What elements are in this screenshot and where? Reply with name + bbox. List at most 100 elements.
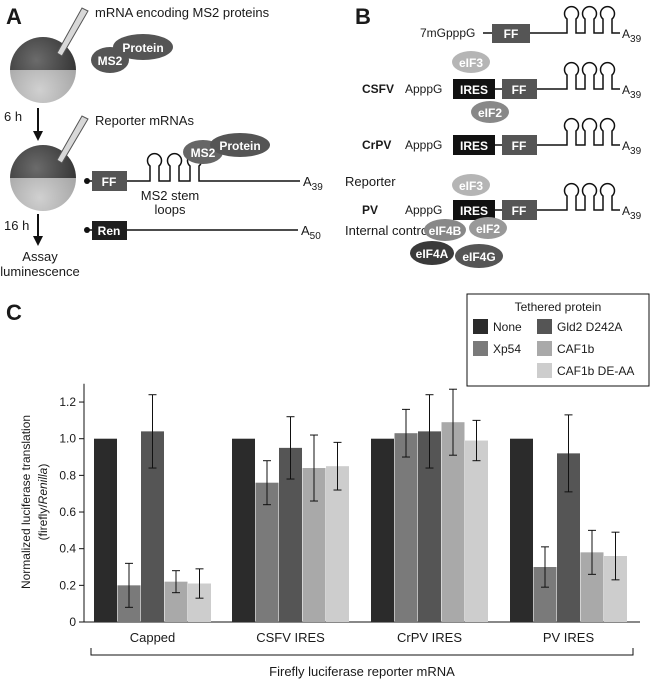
ren-label: Ren	[98, 224, 121, 238]
x-tick-label: PV IRES	[543, 630, 595, 645]
a50-label: A	[301, 223, 310, 238]
construct-pv: eIF3 PV ApppG IRES FF A39 eIF4B eIF2 eIF…	[362, 174, 642, 268]
panel-a: A mRNA encoding MS2 proteins Protein MS2…	[0, 4, 431, 279]
eif4g-label: eIF4G	[462, 250, 495, 264]
bar	[94, 438, 117, 622]
y-tick-label: 0	[69, 615, 76, 629]
y-tick-label: 1.0	[59, 432, 76, 446]
a39-label-csfv: A	[622, 83, 630, 97]
legend-swatch-caf1b	[537, 341, 552, 356]
assay-label-2: luminescence	[0, 264, 80, 279]
a39-sub-b1: 39	[630, 34, 642, 45]
protein-label: Protein	[122, 41, 163, 55]
eif2-label-csfv: eIF2	[478, 106, 502, 120]
x-tick-label: CSFV IRES	[256, 630, 325, 645]
eif3-label-csfv: eIF3	[459, 56, 483, 70]
internal-control-label: Internal control	[345, 223, 431, 238]
a50-sub: 50	[310, 231, 322, 242]
panel-c-label: C	[6, 300, 22, 325]
legend-label-caf1b: CAF1b	[557, 342, 595, 356]
time-16h-label: 16 h	[4, 218, 29, 233]
oocyte-2-icon	[10, 115, 89, 211]
bar	[604, 556, 627, 622]
y-axis-label-2c: )	[36, 464, 50, 468]
ff-label-pv: FF	[512, 204, 527, 218]
y-axis-label-1: Normalized luciferase translation	[19, 415, 33, 589]
appp-label-pv: ApppG	[405, 203, 442, 217]
bar	[141, 431, 164, 622]
bar	[255, 482, 279, 622]
stem-loops-label-2: loops	[154, 202, 186, 217]
svg-text:A39: A39	[303, 174, 323, 193]
legend-swatch-xp54	[473, 341, 488, 356]
panel-b: B 7mGpppG FF A39 eIF3 CSFV ApppG IRES FF…	[355, 4, 642, 268]
construct-csfv: eIF3 CSFV ApppG IRES FF A39 eIF2	[362, 51, 642, 123]
x-tick-label: CrPV IRES	[397, 630, 462, 645]
protein-label-bound: Protein	[219, 139, 260, 153]
appp-label-crpv: ApppG	[405, 138, 442, 152]
ires-label-pv: IRES	[460, 204, 488, 218]
legend: Tethered protein None Gld2 D242A Xp54 CA…	[466, 293, 650, 387]
injection-1-label: mRNA encoding MS2 proteins	[95, 5, 270, 20]
construct-capped: 7mGpppG FF A39	[420, 5, 642, 45]
bar	[302, 468, 326, 622]
a39-label-b1: A	[622, 27, 630, 41]
svg-text:A39: A39	[622, 204, 642, 222]
a39-sub-pv: 39	[630, 211, 642, 222]
a39-sub-a: 39	[312, 182, 324, 193]
bar	[465, 440, 488, 622]
y-tick-label: 0.2	[59, 578, 76, 592]
legend-swatch-caf1b-deaa	[537, 363, 552, 378]
y-tick-label: 0.8	[59, 468, 76, 482]
bar	[580, 552, 604, 622]
legend-swatch-gld2	[537, 319, 552, 334]
svg-text:A39: A39	[622, 27, 642, 45]
legend-label-caf1b-deaa: CAF1b DE-AA	[557, 364, 634, 378]
bar-chart: 0 0.2 0.4 0.6 0.8 1.0 1.2 Capped CSFV IRES CrPV I…	[59, 383, 640, 645]
y-tick-label: 1.2	[59, 395, 76, 409]
legend-label-gld2: Gld2 D242A	[557, 320, 622, 334]
panel-b-label: B	[355, 4, 371, 29]
ires-label-csfv: IRES	[460, 83, 488, 97]
stem-loops-label-1: MS2 stem	[141, 188, 200, 203]
bar	[188, 583, 211, 622]
ires-label-crpv: IRES	[460, 139, 488, 153]
crpv-label: CrPV	[362, 138, 391, 152]
control-construct: Ren A50 Internal control	[84, 221, 431, 242]
arrow-16h-head	[33, 236, 43, 246]
bar	[510, 438, 533, 622]
appp-label-csfv: ApppG	[405, 82, 442, 96]
eif4a-label: eIF4A	[416, 247, 449, 261]
a39-label-a: A	[303, 174, 312, 189]
time-6h-label: 6 h	[4, 109, 22, 124]
eif3-label-pv: eIF3	[459, 179, 483, 193]
x-axis-bracket	[90, 648, 634, 656]
injection-2-label: Reporter mRNAs	[95, 113, 194, 128]
a39-label-crpv: A	[622, 139, 630, 153]
a39-label-pv: A	[622, 204, 630, 218]
assay-label-1: Assay	[22, 249, 58, 264]
csfv-label: CSFV	[362, 82, 394, 96]
reporter-construct: FF A39 Reporter MS2 stem loops MS2 Prote…	[84, 133, 396, 217]
ms2-label: MS2	[98, 54, 123, 68]
ff-label-crpv: FF	[512, 139, 527, 153]
panel-a-label: A	[6, 4, 22, 29]
legend-swatch-none	[473, 319, 488, 334]
svg-text:A39: A39	[622, 139, 642, 157]
bar	[394, 433, 418, 622]
panel-c: C Tethered protein None Gld2 D242A Xp54 …	[6, 293, 650, 679]
svg-text:(firefly/Renilla): (firefly/Renilla)	[36, 464, 50, 541]
bar	[371, 438, 394, 622]
svg-text:A50: A50	[301, 223, 321, 242]
oocyte-1-icon	[10, 7, 89, 103]
arrow-6h-head	[33, 131, 43, 141]
construct-crpv: CrPV ApppG IRES FF A39	[362, 117, 642, 157]
reporter-label: Reporter	[345, 174, 396, 189]
ff-label-a: FF	[102, 175, 117, 189]
eif4b-label: eIF4B	[429, 224, 462, 238]
legend-title: Tethered protein	[515, 300, 602, 314]
bar	[533, 567, 557, 622]
ms2-protein-fusion-icon: Protein MS2	[91, 34, 173, 73]
x-tick-label: Capped	[130, 630, 176, 645]
